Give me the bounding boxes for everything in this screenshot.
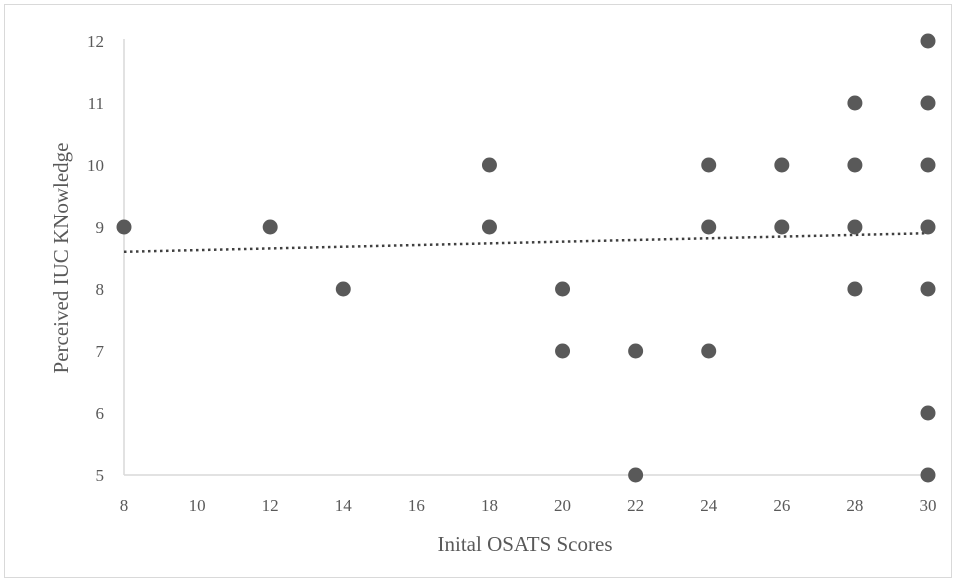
y-tick-label: 12 [87,32,104,51]
data-point [920,281,936,297]
data-point [774,219,790,235]
data-point [555,343,571,359]
x-tick-label: 24 [700,496,718,515]
x-tick-label: 20 [554,496,571,515]
data-point [920,405,936,421]
y-axis-title: Perceived IUC KNowledge [49,143,73,374]
y-tick-label: 6 [96,404,105,423]
data-points [116,33,936,483]
x-tick-label: 26 [773,496,790,515]
data-point [628,467,644,483]
x-tick-label: 8 [120,496,129,515]
y-tick-label: 10 [87,156,104,175]
data-point [555,281,571,297]
data-point [628,343,644,359]
data-point [847,219,863,235]
data-point [847,157,863,173]
x-tick-label: 12 [262,496,279,515]
data-point [701,219,717,235]
x-tick-label: 28 [846,496,863,515]
linear-trendline [123,231,929,254]
data-point [774,157,790,173]
x-tick-label: 16 [408,496,425,515]
x-tick-label: 30 [920,496,937,515]
data-point [335,281,351,297]
data-point [481,157,497,173]
y-tick-label: 5 [96,466,105,485]
y-tick-labels: 5 6 7 8 9 10 11 12 [87,32,105,485]
data-point [701,343,717,359]
data-point [920,33,936,49]
x-tick-label: 18 [481,496,498,515]
axes [123,39,932,476]
x-tick-label: 14 [335,496,353,515]
data-point [116,219,132,235]
data-point [920,467,936,483]
data-point [920,157,936,173]
y-tick-label: 9 [96,218,105,237]
chart-frame [4,4,952,578]
trendline [123,231,929,254]
data-point [701,157,717,173]
x-tick-label: 22 [627,496,644,515]
x-axis-title: Inital OSATS Scores [438,532,613,556]
data-point [262,219,278,235]
x-tick-label: 10 [189,496,206,515]
data-point [920,219,936,235]
data-point [847,281,863,297]
data-point [847,95,863,111]
y-tick-label: 7 [96,342,105,361]
data-point [481,219,497,235]
x-tick-labels: 8 10 12 14 16 18 20 22 24 26 28 30 [120,496,937,515]
y-tick-label: 8 [96,280,105,299]
y-tick-label: 11 [88,94,104,113]
data-point [920,95,936,111]
